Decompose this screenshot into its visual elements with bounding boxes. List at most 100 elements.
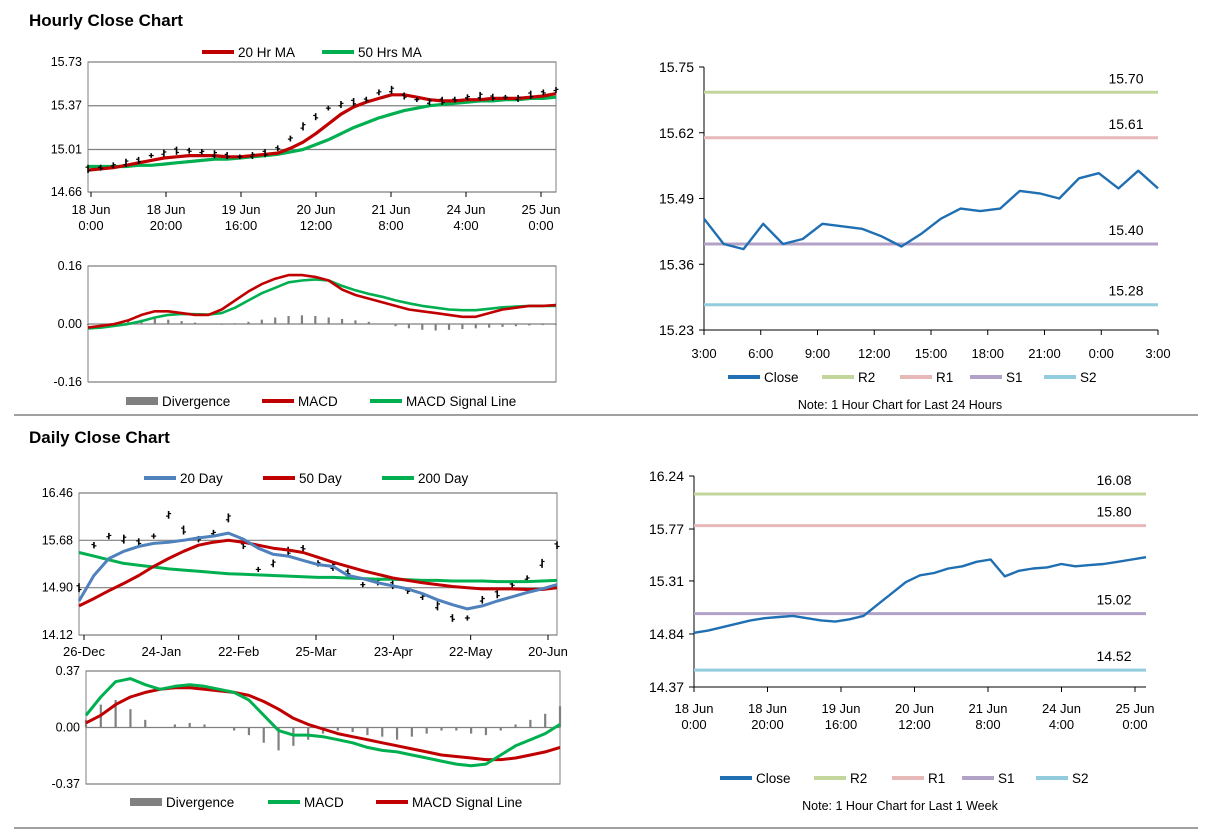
daily-price-xtick: 24-Jan	[141, 644, 181, 659]
hourly-24h-level-label-r2: 15.70	[1108, 70, 1143, 86]
daily-macd-signal-line	[85, 686, 561, 762]
daily-week-level-label-r2: 16.08	[1096, 472, 1131, 488]
hourly-price-xtick-time: 4:00	[453, 218, 478, 233]
hourly-24h-legend-label: S2	[1080, 370, 1097, 385]
daily-week-legend-label: Close	[756, 771, 791, 786]
hourly-price-xtick-date: 24 Jun	[446, 202, 485, 217]
hourly-price-xtick-date: 21 Jun	[371, 202, 410, 217]
daily-20day-line	[77, 531, 558, 611]
daily-price-xtick: 23-Apr	[374, 644, 414, 659]
daily-price-xtick: 22-Feb	[218, 644, 259, 659]
daily-macd-ytick: -0.37	[52, 777, 81, 791]
hourly-macd-ytick: 0.00	[58, 317, 82, 331]
hourly-price-xtick-time: 0:00	[78, 218, 103, 233]
daily-price-ytick: 16.46	[42, 486, 73, 500]
hourly-price-legend-label: 50 Hrs MA	[358, 45, 422, 60]
hourly-macd-signal-line	[87, 278, 556, 330]
daily-week-xtick-date: 24 Jun	[1042, 701, 1081, 716]
daily-macd-legend-swatch	[130, 798, 162, 806]
daily-week-chart: 16.24 15.77 15.31 14.84 14.37 16.08 15.80 15.02…	[649, 468, 1155, 813]
hourly-24h-xtick: 3:00	[1145, 346, 1170, 361]
hourly-24h-xtick: 21:00	[1028, 346, 1061, 361]
hourly-price-ytick: 15.73	[51, 55, 82, 69]
hourly-price-xtick-time: 8:00	[378, 218, 403, 233]
hourly-price-xtick-time: 12:00	[300, 218, 333, 233]
daily-week-xtick-date: 21 Jun	[968, 701, 1007, 716]
hourly-price-legend-label: 20 Hr MA	[238, 45, 295, 60]
hourly-24h-chart: 15.75 15.62 15.49 15.36 15.23 15.70 15.61 15.40…	[659, 59, 1171, 412]
daily-week-xtick-date: 19 Jun	[821, 701, 860, 716]
hourly-24h-xtick: 3:00	[691, 346, 716, 361]
daily-price-legend-label: 50 Day	[299, 471, 342, 486]
hourly-macd-ytick: -0.16	[54, 375, 83, 389]
daily-week-ytick: 14.84	[649, 626, 684, 642]
hourly-price-ytick: 15.01	[51, 142, 82, 156]
hourly-macd-ytick: 0.16	[58, 259, 82, 273]
daily-macd-ytick: 0.37	[56, 664, 80, 678]
hourly-24h-legend-label: Close	[764, 370, 799, 385]
daily-macd-line	[84, 677, 561, 768]
hourly-macd-legend-label: MACD	[298, 394, 338, 409]
daily-week-close-line	[693, 556, 1147, 634]
daily-price-xtick: 20-Jun	[528, 644, 568, 659]
daily-week-xtick-time: 0:00	[1122, 717, 1147, 732]
daily-macd-ytick: 0.00	[56, 721, 80, 735]
daily-week-ytick: 15.77	[649, 521, 684, 537]
hourly-24h-xtick: 18:00	[971, 346, 1004, 361]
daily-price-legend-label: 200 Day	[418, 471, 469, 486]
daily-section-title: Daily Close Chart	[29, 428, 170, 447]
daily-week-xtick-date: 25 Jun	[1115, 701, 1154, 716]
hourly-price-xtick-time: 20:00	[150, 218, 183, 233]
hourly-24h-xtick: 15:00	[915, 346, 948, 361]
daily-price-xtick: 25-Mar	[295, 644, 337, 659]
hourly-price-xtick-date: 20 Jun	[296, 202, 335, 217]
hourly-section-title: Hourly Close Chart	[29, 11, 183, 30]
daily-week-xtick-time: 4:00	[1049, 717, 1074, 732]
daily-week-xtick-time: 16:00	[825, 717, 858, 732]
daily-macd-legend-label: MACD Signal Line	[412, 795, 522, 810]
hourly-24h-ytick: 15.36	[659, 256, 694, 272]
hourly-24h-level-label-s1: 15.40	[1108, 222, 1143, 238]
hourly-price-ytick: 15.37	[51, 99, 82, 113]
hourly-50hr-ma-line	[88, 95, 557, 169]
hourly-macd-legend-label: Divergence	[162, 394, 230, 409]
daily-week-level-label-r1: 15.80	[1096, 504, 1131, 520]
daily-week-ytick: 16.24	[649, 468, 684, 484]
daily-week-ytick: 15.31	[649, 573, 684, 589]
hourly-macd-legend-swatch	[126, 397, 158, 405]
daily-200day-line	[78, 551, 558, 584]
hourly-24h-xtick: 12:00	[858, 346, 891, 361]
hourly-24h-xtick: 6:00	[748, 346, 773, 361]
daily-macd-chart: 0.37 0.00 -0.37 Divergence MACD MACD Signal L…	[52, 664, 562, 810]
daily-price-legend-label: 20 Day	[180, 471, 223, 486]
daily-50day-line	[78, 538, 558, 608]
daily-price-ytick: 14.90	[42, 581, 73, 595]
hourly-24h-legend-label: R1	[936, 370, 953, 385]
daily-week-ytick: 14.37	[649, 679, 684, 695]
daily-price-chart: 16.46 15.68 14.90 14.12 26-Dec 24-Jan 22-Feb 25…	[42, 471, 568, 659]
hourly-price-xtick-date: 25 Jun	[521, 202, 560, 217]
hourly-macd-line	[87, 273, 557, 329]
hourly-24h-note: Note: 1 Hour Chart for Last 24 Hours	[798, 398, 1002, 412]
hourly-macd-chart: 0.16 0.00 -0.16 Divergence MACD MACD Signal L…	[54, 259, 558, 409]
daily-week-legend-label: R1	[928, 771, 945, 786]
daily-week-legend-label: R2	[850, 771, 867, 786]
hourly-24h-ytick: 15.23	[659, 322, 694, 338]
hourly-macd-legend-label: MACD Signal Line	[406, 394, 516, 409]
daily-price-ytick: 15.68	[42, 533, 73, 547]
hourly-24h-legend-label: S1	[1006, 370, 1023, 385]
hourly-price-xtick-date: 18 Jun	[71, 202, 110, 217]
hourly-24h-ytick: 15.75	[659, 59, 694, 75]
hourly-price-xtick-time: 0:00	[528, 218, 553, 233]
daily-macd-legend-label: MACD	[304, 795, 344, 810]
daily-price-xtick: 26-Dec	[63, 644, 105, 659]
daily-week-xtick-time: 20:00	[751, 717, 784, 732]
hourly-24h-xtick: 0:00	[1089, 346, 1114, 361]
daily-week-xtick-date: 20 Jun	[895, 701, 934, 716]
hourly-24h-ytick: 15.49	[659, 191, 694, 207]
hourly-price-ytick: 14.66	[51, 185, 82, 199]
hourly-24h-level-label-r1: 15.61	[1108, 116, 1143, 132]
daily-week-level-label-s1: 15.02	[1096, 592, 1131, 608]
